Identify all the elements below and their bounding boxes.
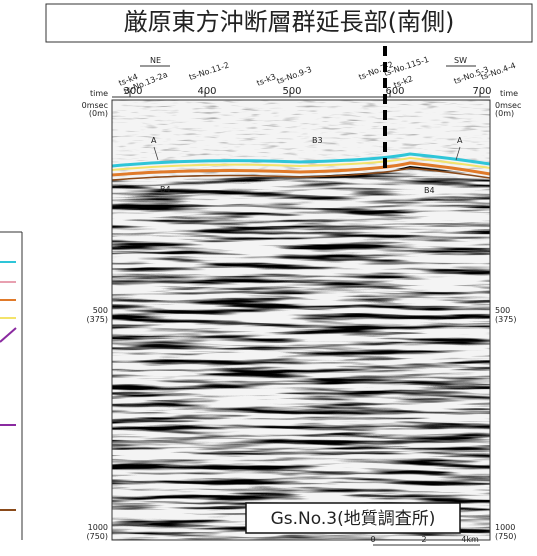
station: ts-No.11-2 [188,60,230,81]
depth-tick: (0m) [89,109,108,118]
shotpoint: 700 [472,86,491,97]
station: ts-No.4-4 [480,61,517,82]
station: ts-No.9-3 [276,65,313,86]
time-label: time [90,89,108,98]
title: 厳原東方沖断層群延長部(南側) [124,8,455,36]
time-tick: 500 [495,306,510,315]
horizon-label: B3 [312,136,323,145]
scale-label: 2 [421,535,426,544]
scale-label: 4km [461,535,479,544]
page: {"title": "厳原東方沖断層群延長部(南側)", "axis": {"t… [0,0,537,552]
water-noise [112,100,490,180]
horizon-label: A [151,136,157,145]
horizon-label: B4 [424,186,435,195]
direction: NE [150,56,161,65]
figure: 厳原東方沖断層群延長部(南側) 300 400 500 600 700 time… [0,0,537,552]
shotpoint: 400 [197,86,216,97]
station: ts-k3 [255,72,277,88]
partial-legend [0,232,22,540]
direction: SW [454,56,467,65]
scale-label: 0 [370,535,375,544]
top-ticks [130,91,480,97]
time-label: time [500,89,518,98]
depth-tick: (750) [86,532,108,541]
depth-tick: (750) [495,532,517,541]
depth-tick: (375) [86,315,108,324]
time-tick: 1000 [495,523,515,532]
shotpoint: 500 [282,86,301,97]
depth-tick: (0m) [495,109,514,118]
depth-tick: (375) [495,315,517,324]
time-tick: 1000 [88,523,108,532]
horizon-label: A [457,136,463,145]
source: Gs.No.3(地質調査所) [271,509,436,529]
time-tick: 500 [93,306,108,315]
station: ts-No.115-1 [383,55,430,78]
horizon-label: B4 [160,185,171,194]
